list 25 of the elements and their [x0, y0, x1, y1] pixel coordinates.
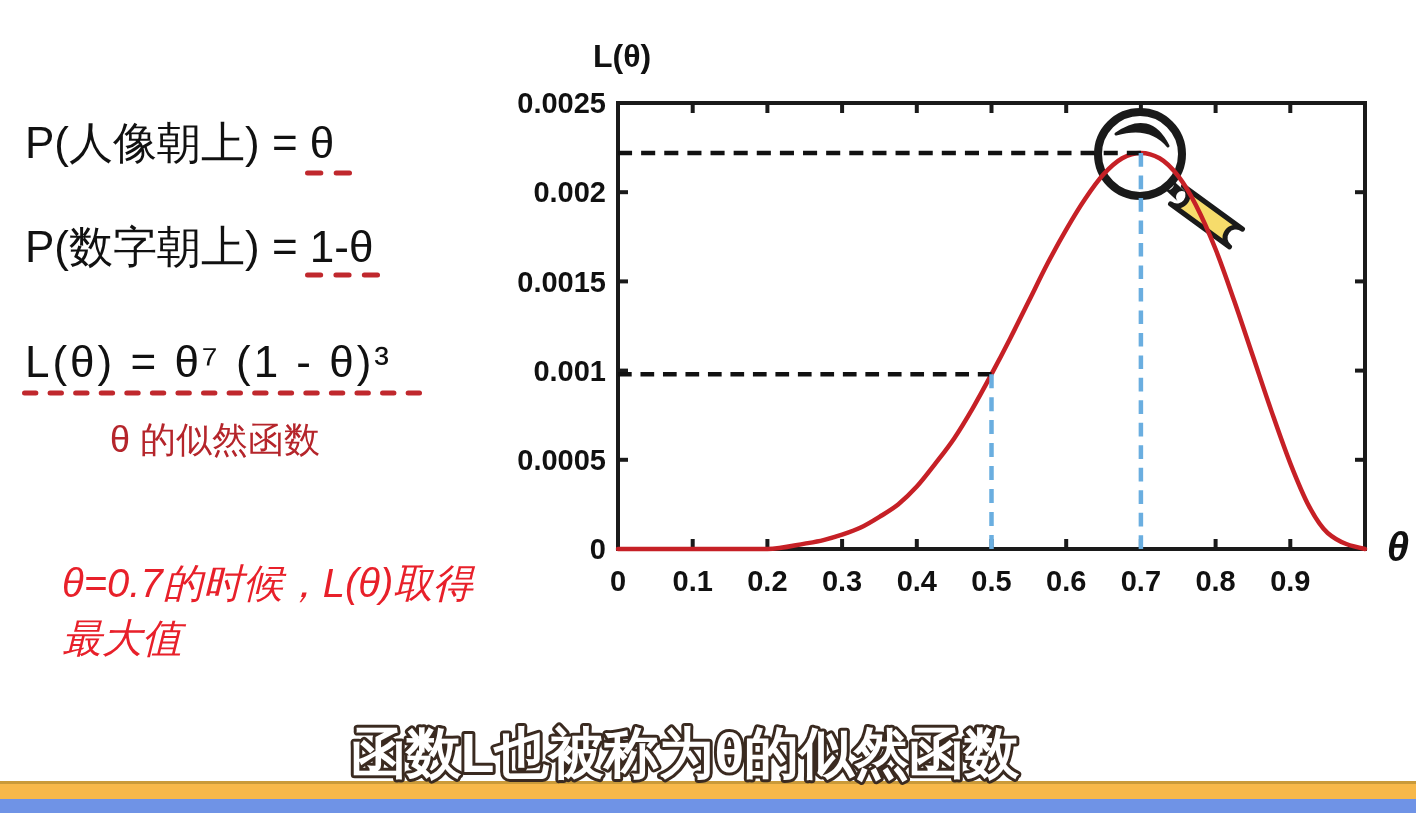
text: θ 的似然函数 — [109, 419, 321, 460]
text: 函数L也被称为θ的似然函数 — [350, 722, 1021, 784]
x-axis-title: θ — [1386, 525, 1410, 569]
y-tick-label: 0.0005 — [517, 443, 606, 476]
x-tick-label: 0 — [609, 565, 627, 597]
x-tick-label: 0.1 — [672, 565, 713, 597]
text: P(数字朝上) = 1-θ — [25, 222, 374, 271]
text: L(θ) = θ⁷ (1 - θ)³ — [25, 337, 393, 386]
x-tick-label: 0.8 — [1195, 565, 1236, 597]
x-tick-label: 0.7 — [1120, 565, 1162, 597]
x-tick-label: 0.3 — [821, 565, 863, 597]
y-tick-label: 0.001 — [533, 354, 606, 387]
y-tick-label: 0.0025 — [517, 87, 606, 120]
y-tick-label: 0.0015 — [517, 265, 606, 298]
text: P(人像朝上) = θ — [25, 118, 335, 167]
x-tick-label: 0.9 — [1270, 565, 1311, 597]
x-tick-label: 0.5 — [971, 565, 1012, 597]
x-tick-label: 0.6 — [1046, 565, 1087, 597]
y-tick-label: 0.002 — [533, 176, 606, 209]
line-series — [615, 150, 1368, 552]
x-tick-label: 0.4 — [896, 565, 937, 597]
y-axis-title: L(θ) — [592, 38, 652, 74]
text: θ=0.7的时候，L(θ)取得最大值 — [62, 561, 477, 660]
x-tick-label: 0.2 — [747, 565, 788, 597]
y-tick-label: 0 — [589, 533, 606, 566]
